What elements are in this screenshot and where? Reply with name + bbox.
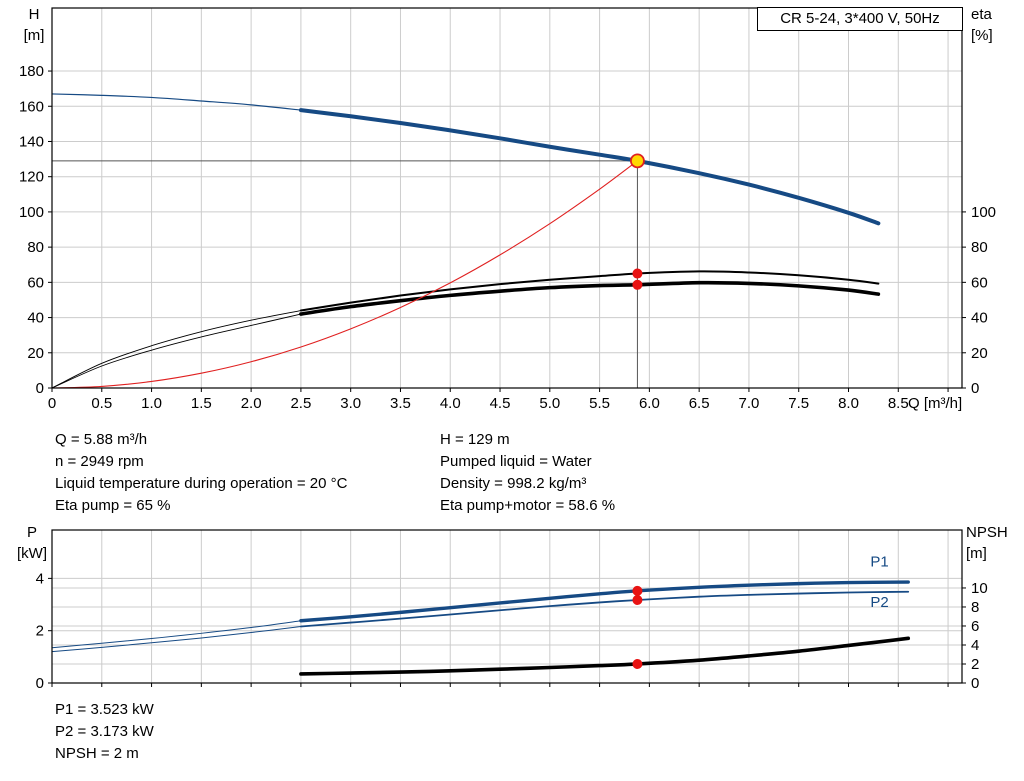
y-left-tick-label: 140 <box>19 133 44 150</box>
y-left-tick-label: 20 <box>27 345 44 362</box>
plot-border <box>51 7 963 389</box>
x-tick-label: 2.0 <box>241 395 262 412</box>
info-line-temp: Liquid temperature during operation = 20… <box>55 475 348 492</box>
x-tick-label: 3.0 <box>340 395 361 412</box>
y-right-tick-label: 8 <box>971 599 979 616</box>
system-curve <box>52 160 638 388</box>
duty-point-dot <box>632 279 643 290</box>
y-right-tick-label: 10 <box>971 580 988 597</box>
x-tick-label: 4.5 <box>490 395 511 412</box>
eta-axis-label: eta [%] <box>971 6 993 44</box>
x-tick-label: 6.0 <box>639 395 660 412</box>
info-line-q: Q = 5.88 m³/h <box>55 431 148 448</box>
duty-info-right: H = 129 m Pumped liquid = Water Density … <box>440 429 615 517</box>
x-tick-label: 4.0 <box>440 395 461 412</box>
pump-curve-extrapolated <box>52 93 302 111</box>
hq-eta-chart: 0 0.5 1.0 1.5 2.0 2.5 3.0 3.5 4.0 4.5 5.0 5.5 6.0 6.5… <box>19 7 996 412</box>
p2-curve <box>300 590 910 628</box>
info-line-n: n = 2949 rpm <box>55 453 144 470</box>
info-line-eta-total: Eta pump+motor = 58.6 % <box>440 497 616 514</box>
y-right-tick-label: 80 <box>971 239 988 256</box>
operating-point-marker <box>630 153 645 169</box>
y-right-tick-label: 4 <box>971 637 979 654</box>
duty-point-dot <box>632 268 643 279</box>
y-right-tick-label: 100 <box>971 204 996 221</box>
info-line-h: H = 129 m <box>440 431 510 448</box>
x-tick-label: 8.5 <box>888 395 909 412</box>
y-left-tick-label: 0 <box>36 675 44 692</box>
x-tick-label: 0.5 <box>91 395 112 412</box>
power-npsh-chart: 0 2 4 0 2 4 6 8 10 P1 P2 <box>36 529 988 692</box>
y-left-tick-label: 180 <box>19 63 44 80</box>
y-left-tick-label: 4 <box>36 570 44 587</box>
x-tick-label: 3.5 <box>390 395 411 412</box>
h-axis-label: H [m] <box>23 6 45 44</box>
y-left-tick-label: 0 <box>36 380 44 397</box>
duty-point-dot <box>632 595 643 606</box>
series-label-p1: P1 <box>870 554 888 571</box>
y-right-tick-label: 0 <box>971 380 979 397</box>
chart-title: CR 5-24, 3*400 V, 50Hz <box>780 10 940 27</box>
y-left-tick-label: 160 <box>19 98 44 115</box>
y-right-tick-label: 60 <box>971 274 988 291</box>
x-tick-label: 0 <box>48 395 56 412</box>
eta-pump-curve <box>299 270 880 312</box>
info-line-npsh: NPSH = 2 m <box>55 745 139 762</box>
duty-info-left: Q = 5.88 m³/h n = 2949 rpm Liquid temper… <box>55 429 347 517</box>
y-left-tick-label: 2 <box>36 623 44 640</box>
series-label-p2: P2 <box>870 594 888 611</box>
info-line-p1: P1 = 3.523 kW <box>55 701 154 718</box>
info-line-liquid: Pumped liquid = Water <box>440 453 592 470</box>
pump-curve <box>298 108 881 226</box>
duty-point-dot <box>632 585 643 596</box>
info-line-eta-pump: Eta pump = 65 % <box>55 497 171 514</box>
duty-point-dot <box>632 658 643 669</box>
p-axis-label: P [kW] <box>17 524 47 562</box>
x-tick-label: 2.5 <box>290 395 311 412</box>
y-right-tick-label: 0 <box>971 675 979 692</box>
eta-pump-curve-extrapolated <box>52 310 302 388</box>
x-tick-label: 5.5 <box>589 395 610 412</box>
eta-pump-motor-curve-extrapolated <box>52 313 302 388</box>
y-right-tick-label: 40 <box>971 310 988 327</box>
x-tick-label: 1.5 <box>191 395 212 412</box>
npsh-curve <box>299 636 911 676</box>
x-tick-label: 6.5 <box>689 395 710 412</box>
y-right-tick-label: 6 <box>971 618 979 635</box>
y-left-tick-label: 60 <box>27 274 44 291</box>
p1-curve-extrapolated <box>52 620 302 649</box>
x-axis-unit-label: Q [m³/h] <box>908 395 962 412</box>
chart-title-box: CR 5-24, 3*400 V, 50Hz <box>757 7 963 31</box>
p1-curve <box>299 580 910 623</box>
y-right-tick-label: 20 <box>971 345 988 362</box>
y-right-tick-label: 2 <box>971 656 979 673</box>
info-line-p2: P2 = 3.173 kW <box>55 723 154 740</box>
x-tick-label: 8.0 <box>838 395 859 412</box>
npsh-axis-label: NPSH [m] <box>966 524 1008 562</box>
eta-pump-motor-curve <box>299 280 881 316</box>
x-tick-label: 1.0 <box>141 395 162 412</box>
y-left-tick-label: 40 <box>27 310 44 327</box>
y-left-tick-label: 80 <box>27 239 44 256</box>
y-left-tick-label: 120 <box>19 169 44 186</box>
info-line-density: Density = 998.2 kg/m³ <box>440 475 587 492</box>
y-left-tick-label: 100 <box>19 204 44 221</box>
x-tick-label: 7.5 <box>788 395 809 412</box>
x-tick-label: 7.0 <box>739 395 760 412</box>
x-tick-label: 5.0 <box>539 395 560 412</box>
p2-curve-extrapolated <box>52 626 302 653</box>
power-info: P1 = 3.523 kW P2 = 3.173 kW NPSH = 2 m <box>55 699 154 765</box>
